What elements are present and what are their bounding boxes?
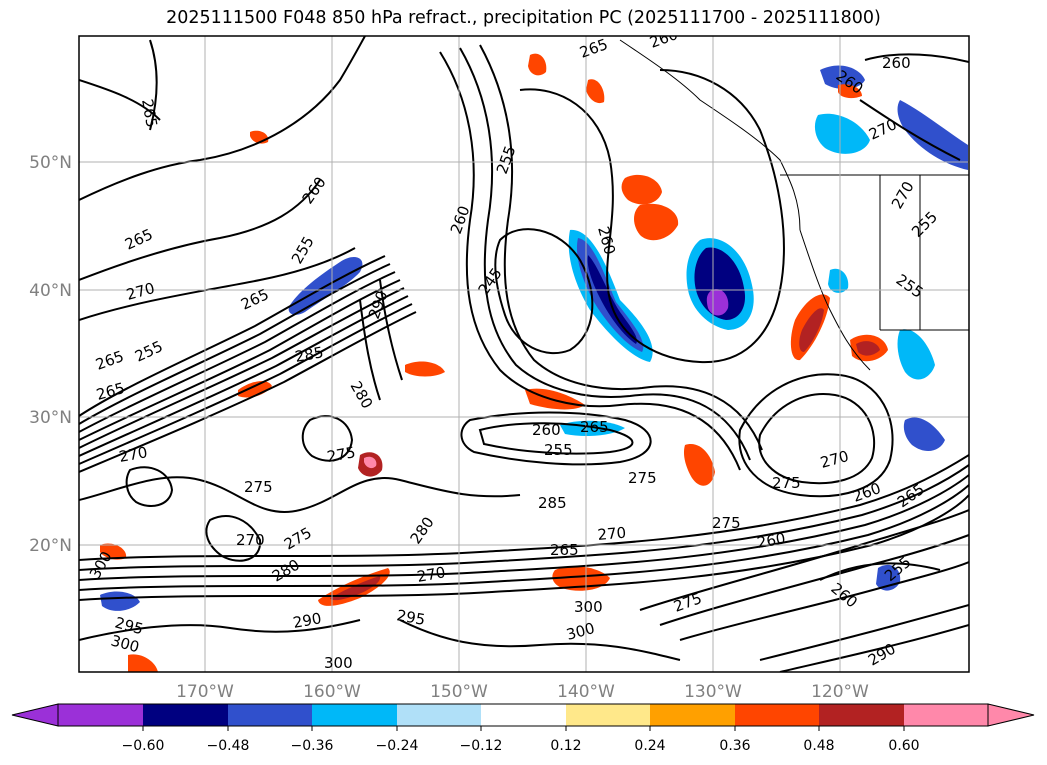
- lon-label-170w: 170°W: [176, 682, 234, 702]
- plot-frame: [78, 35, 970, 673]
- contour-label: 265: [550, 541, 579, 559]
- refractivity-contours: [79, 36, 969, 672]
- colorbar-tick-label: −0.24: [376, 738, 419, 754]
- contour-label: 260: [882, 54, 911, 72]
- contour-label: 270: [597, 524, 627, 544]
- contour-label: 300: [574, 598, 603, 616]
- colorbar-segment: [904, 704, 988, 726]
- contour-label: 265: [138, 98, 161, 129]
- contour-label: 275: [244, 478, 273, 496]
- latitude-axis: 50°N 40°N 30°N 20°N: [29, 153, 72, 556]
- contour-label: 290: [292, 609, 323, 632]
- contour-label: 275: [628, 469, 657, 487]
- contour-label: 275: [712, 514, 741, 532]
- colorbar-segment: [397, 704, 481, 726]
- lat-label-40n: 40°N: [29, 281, 72, 301]
- contour-label: 285: [294, 343, 325, 366]
- lon-label-130w: 130°W: [684, 682, 742, 702]
- contour-label: 265: [580, 418, 609, 436]
- colorbar-tick-label: 0.24: [634, 738, 665, 754]
- colorbar-tick-label: −0.12: [460, 738, 503, 754]
- coastlines: [619, 39, 969, 371]
- colorbar-segment: [735, 704, 819, 726]
- contour-label: 270: [118, 443, 149, 466]
- colorbar-tick-label: 0.48: [803, 738, 834, 754]
- contour-label: 270: [236, 531, 265, 549]
- colorbar-tick-label: −0.48: [207, 738, 250, 754]
- lat-label-30n: 30°N: [29, 408, 72, 428]
- colorbar: −0.60 −0.48 −0.36 −0.24 −0.12 0.12 0.24 …: [11, 703, 1035, 754]
- gridlines: [79, 36, 969, 672]
- colorbar-tick-label: −0.60: [122, 738, 165, 754]
- contour-label: 255: [544, 441, 573, 459]
- lat-label-20n: 20°N: [29, 536, 72, 556]
- lon-label-120w: 120°W: [811, 682, 869, 702]
- colorbar-tick-label: 0.12: [550, 738, 581, 754]
- contour-label: 270: [416, 563, 447, 586]
- colorbar-tick-label: 0.36: [719, 738, 750, 754]
- contour-label: 275: [326, 443, 357, 466]
- colorbar-segment: [143, 704, 228, 726]
- colorbar-over-extend: [987, 703, 1035, 727]
- colorbar-segment: [566, 704, 650, 726]
- map-title: 2025111500 F048 850 hPa refract., precip…: [166, 8, 881, 28]
- contour-label: 260: [756, 529, 787, 552]
- colorbar-tick-label: 0.60: [888, 738, 919, 754]
- colorbar-segment: [819, 704, 904, 726]
- lon-label-150w: 150°W: [430, 682, 488, 702]
- colorbar-under-extend: [11, 703, 59, 727]
- lat-label-50n: 50°N: [29, 153, 72, 173]
- colorbar-segment: [312, 704, 397, 726]
- contour-label: 285: [538, 494, 567, 512]
- colorbar-segment: [58, 704, 143, 726]
- longitude-axis: 170°W 160°W 150°W 140°W 130°W 120°W: [176, 682, 869, 702]
- colorbar-tick-label: −0.36: [291, 738, 334, 754]
- colorbar-segment: [650, 704, 735, 726]
- contour-label: 260: [532, 421, 561, 439]
- lon-label-160w: 160°W: [303, 682, 361, 702]
- contour-label: 295: [395, 606, 426, 629]
- lon-label-140w: 140°W: [557, 682, 615, 702]
- contour-label: 300: [324, 654, 353, 672]
- colorbar-segment: [481, 704, 566, 726]
- contour-label: 275: [772, 474, 801, 492]
- colorbar-segment: [228, 704, 312, 726]
